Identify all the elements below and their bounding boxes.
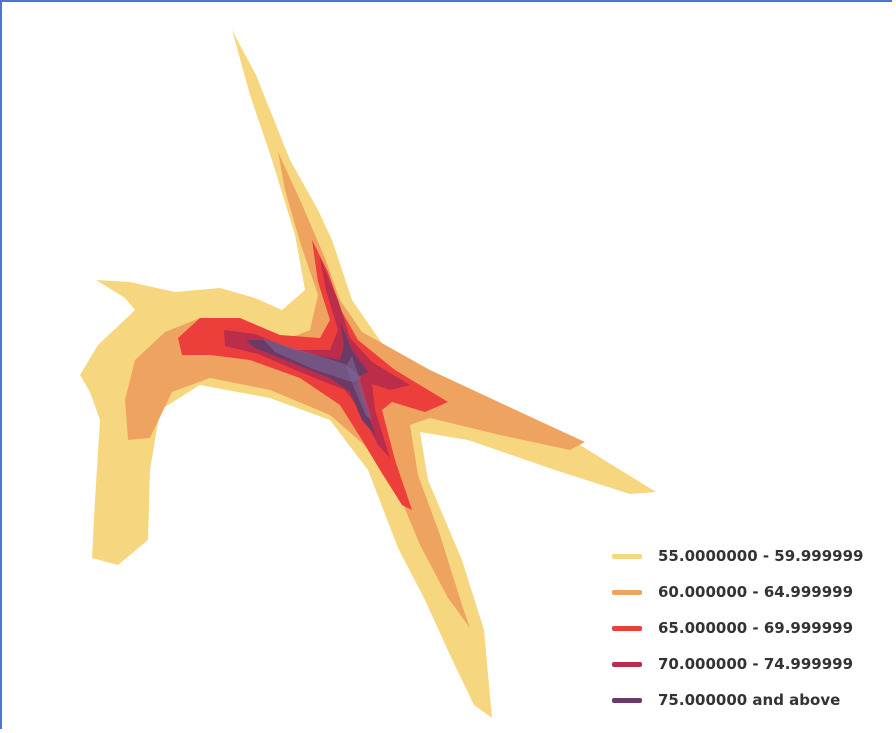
legend-label: 70.000000 - 74.999999 [658, 655, 854, 673]
legend-item-70-75: 70.000000 - 74.999999 [612, 646, 896, 682]
contour-core-highlight-2 [346, 356, 372, 420]
legend-swatch [612, 661, 642, 667]
legend-item-65-70: 65.000000 - 69.999999 [612, 610, 896, 646]
legend-label: 55.0000000 - 59.999999 [658, 547, 864, 565]
map-legend: 55.0000000 - 59.999999 60.000000 - 64.99… [612, 538, 896, 718]
legend-label: 60.000000 - 64.999999 [658, 583, 854, 601]
legend-item-75-plus: 75.000000 and above [612, 682, 896, 718]
contour-core-highlight [262, 338, 362, 382]
legend-label: 75.000000 and above [658, 691, 841, 709]
legend-item-60-65: 60.000000 - 64.999999 [612, 574, 896, 610]
legend-label: 65.000000 - 69.999999 [658, 619, 854, 637]
legend-item-55-60: 55.0000000 - 59.999999 [612, 538, 896, 574]
legend-swatch [612, 553, 642, 559]
legend-swatch [612, 697, 642, 703]
legend-swatch [612, 625, 642, 631]
legend-swatch [612, 589, 642, 595]
